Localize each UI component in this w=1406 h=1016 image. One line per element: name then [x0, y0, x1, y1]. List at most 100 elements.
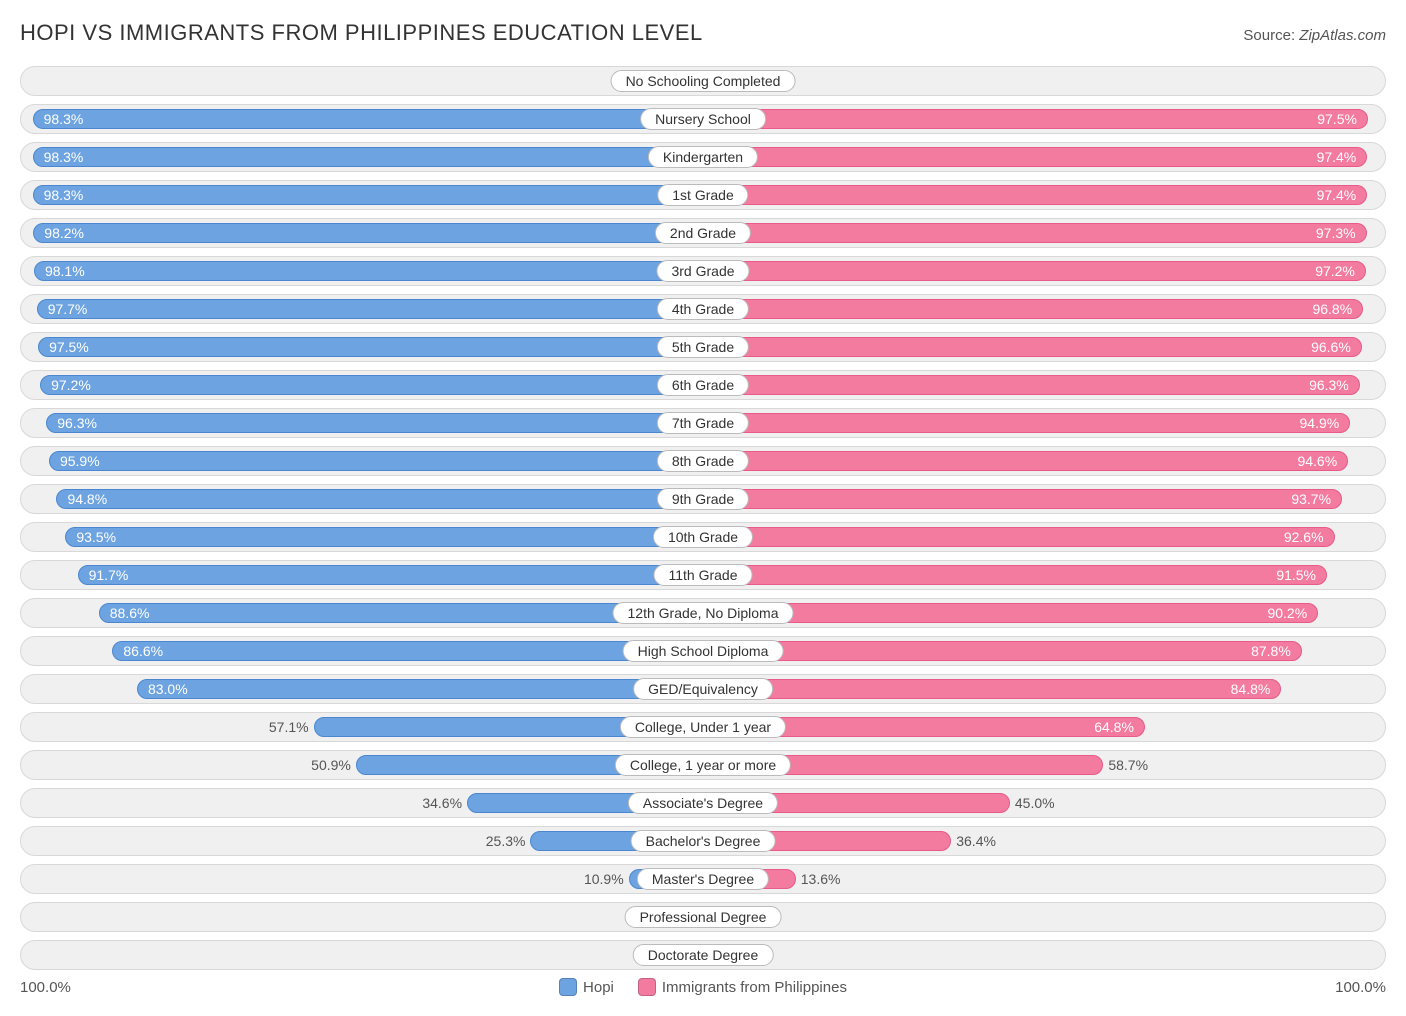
pct-right: 97.4% [1317, 149, 1357, 165]
chart-row: 2.2%2.6%No Schooling Completed [20, 66, 1386, 96]
diverging-bar-chart: 2.2%2.6%No Schooling Completed 98.3% 97.5%… [20, 66, 1386, 970]
bar-right: 97.2% [703, 261, 1366, 281]
chart-row: 97.5% 96.6%5th Grade [20, 332, 1386, 362]
chart-row: 86.6% 87.8% High School Diploma [20, 636, 1386, 666]
bar-left: 98.2% [33, 223, 703, 243]
chart-row: 98.1%97.2%3rd Grade [20, 256, 1386, 286]
category-label: 4th Grade [657, 298, 749, 320]
pct-right: 97.3% [1316, 225, 1356, 241]
category-label: High School Diploma [623, 640, 784, 662]
pct-left: 50.9% [311, 757, 351, 773]
pct-left: 86.6% [123, 643, 163, 659]
pct-right: 36.4% [956, 833, 996, 849]
category-label: 5th Grade [657, 336, 749, 358]
chart-row: 34.6%45.0%Associate's Degree [20, 788, 1386, 818]
chart-source: Source: ZipAtlas.com [1243, 27, 1386, 44]
chart-row: 98.3% 97.4% 1st Grade [20, 180, 1386, 210]
bar-left: 83.0% [137, 679, 703, 699]
category-label: Professional Degree [625, 906, 782, 928]
pct-left: 57.1% [269, 719, 309, 735]
pct-right: 64.8% [1094, 719, 1134, 735]
bar-right: 96.8% [703, 299, 1363, 319]
pct-right: 13.6% [801, 871, 841, 887]
category-label: 11th Grade [653, 564, 752, 586]
chart-row: 1.6%1.6%Doctorate Degree [20, 940, 1386, 970]
bar-right: 94.6% [703, 451, 1348, 471]
bar-left: 97.5% [38, 337, 703, 357]
source-label: Source: [1243, 27, 1299, 44]
bar-left: 97.7% [37, 299, 703, 319]
bar-left: 93.5% [65, 527, 703, 547]
legend-swatch-right [638, 978, 656, 996]
pct-right: 90.2% [1267, 605, 1307, 621]
pct-right: 97.5% [1317, 111, 1357, 127]
pct-right: 97.4% [1317, 187, 1357, 203]
bar-right: 97.5% [703, 109, 1368, 129]
category-label: 10th Grade [653, 526, 753, 548]
pct-left: 88.6% [110, 605, 150, 621]
legend-item-right: Immigrants from Philippines [638, 978, 847, 996]
chart-row: 91.7%91.5%11th Grade [20, 560, 1386, 590]
pct-left: 96.3% [57, 415, 97, 431]
pct-right: 92.6% [1284, 529, 1324, 545]
chart-row: 88.6% 90.2% 12th Grade, No Diploma [20, 598, 1386, 628]
bar-left: 86.6% [112, 641, 703, 661]
pct-left: 95.9% [60, 453, 100, 469]
category-label: 7th Grade [657, 412, 749, 434]
category-label: Nursery School [640, 108, 766, 130]
chart-row: 98.3%97.5%Nursery School [20, 104, 1386, 134]
bar-right: 97.4% [703, 185, 1367, 205]
category-label: GED/Equivalency [633, 678, 773, 700]
category-label: Master's Degree [637, 868, 769, 890]
bar-right: 94.9% [703, 413, 1350, 433]
bar-left: 96.3% [46, 413, 703, 433]
pct-right: 96.8% [1312, 301, 1352, 317]
pct-left: 94.8% [67, 491, 107, 507]
bar-right: 87.8% [703, 641, 1302, 661]
pct-right: 58.7% [1108, 757, 1148, 773]
pct-left: 97.7% [48, 301, 88, 317]
pct-left: 83.0% [148, 681, 188, 697]
bar-left: 94.8% [56, 489, 703, 509]
pct-left: 93.5% [76, 529, 116, 545]
bar-left: 98.3% [33, 185, 703, 205]
pct-left: 98.1% [45, 263, 85, 279]
pct-left: 97.2% [51, 377, 91, 393]
chart-row: 98.3% 97.4% Kindergarten [20, 142, 1386, 172]
legend-item-left: Hopi [559, 978, 614, 996]
pct-left: 25.3% [486, 833, 526, 849]
bar-right: 93.7% [703, 489, 1342, 509]
category-label: No Schooling Completed [611, 70, 796, 92]
category-label: Associate's Degree [628, 792, 778, 814]
category-label: 2nd Grade [655, 222, 751, 244]
pct-right: 93.7% [1291, 491, 1331, 507]
pct-right: 91.5% [1276, 567, 1316, 583]
chart-row: 98.2% 97.3% 2nd Grade [20, 218, 1386, 248]
source-value: ZipAtlas.com [1299, 27, 1386, 44]
category-label: Doctorate Degree [633, 944, 774, 966]
pct-left: 97.5% [49, 339, 89, 355]
pct-left: 98.3% [44, 149, 84, 165]
category-label: 1st Grade [657, 184, 748, 206]
bar-right: 96.6% [703, 337, 1362, 357]
pct-right: 87.8% [1251, 643, 1291, 659]
bar-right: 97.3% [703, 223, 1367, 243]
chart-row: 83.0% 84.8% GED/Equivalency [20, 674, 1386, 704]
pct-right: 97.2% [1315, 263, 1355, 279]
pct-left: 10.9% [584, 871, 624, 887]
category-label: Kindergarten [648, 146, 758, 168]
chart-row: 50.9%58.7%College, 1 year or more [20, 750, 1386, 780]
pct-right: 84.8% [1231, 681, 1271, 697]
chart-row: 95.9% 94.6%8th Grade [20, 446, 1386, 476]
bar-left: 98.3% [33, 147, 703, 167]
chart-row: 10.9% 13.6% Master's Degree [20, 864, 1386, 894]
bar-left: 98.1% [34, 261, 703, 281]
category-label: 12th Grade, No Diploma [613, 602, 794, 624]
chart-row: 57.1%64.8%College, Under 1 year [20, 712, 1386, 742]
pct-left: 98.3% [44, 187, 84, 203]
chart-row: 97.7% 96.8% 4th Grade [20, 294, 1386, 324]
chart-header: HOPI VS IMMIGRANTS FROM PHILIPPINES EDUC… [20, 20, 1386, 46]
chart-row: 94.8%93.7%9th Grade [20, 484, 1386, 514]
category-label: 8th Grade [657, 450, 749, 472]
bar-right: 92.6% [703, 527, 1335, 547]
